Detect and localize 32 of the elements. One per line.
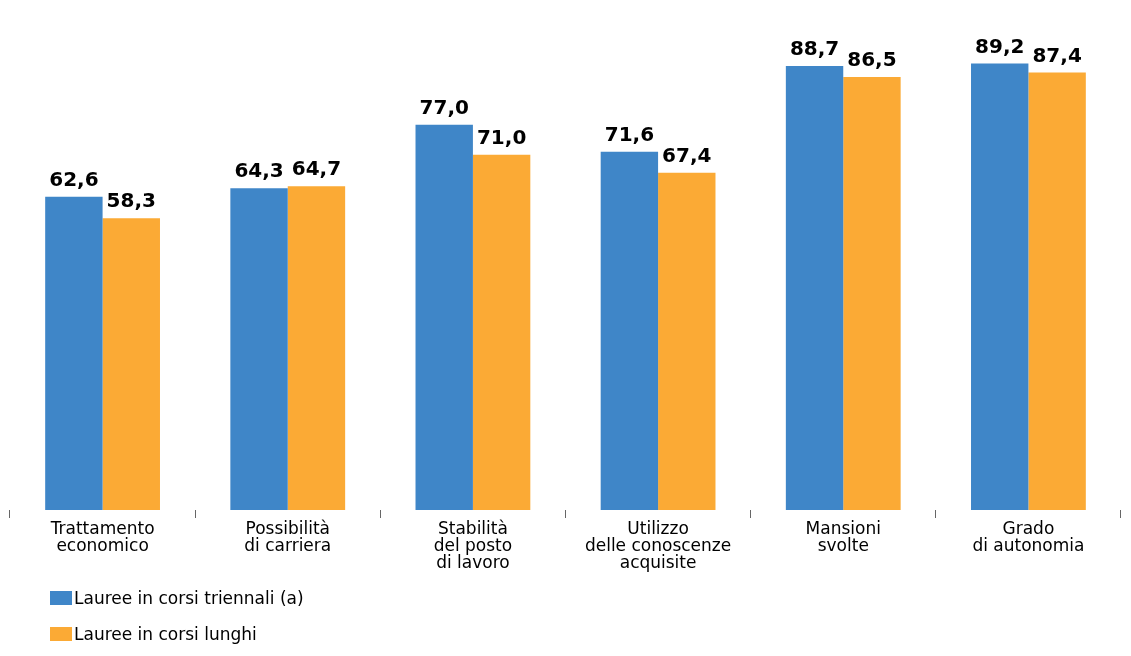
bar [472,154,531,510]
data-label: 89,2 [975,33,1025,58]
bar [600,151,659,510]
data-label: 77,0 [419,94,469,119]
bar [785,66,844,510]
x-tick-label: Utilizzo delle conoscenze acquisite [584,517,732,572]
bar [971,63,1029,510]
x-tick-label: Mansioni svolte [805,517,881,555]
bar [843,77,901,510]
data-label: 64,3 [234,158,284,183]
bar [102,218,160,510]
data-label: 87,4 [1032,42,1082,67]
bar [45,196,103,510]
data-label: 88,7 [789,36,840,61]
bar [415,124,473,510]
x-tick-label: Grado di autonomia [972,517,1085,555]
data-label: 71,6 [604,121,655,146]
bar [658,172,716,510]
bar [1028,72,1086,510]
bar [230,188,288,510]
x-tick-label: Trattamento economico [49,517,155,555]
x-tick-label: Stabilità del posto di lavoro [433,517,513,572]
legend-label: Lauree in corsi triennali (a) [74,588,304,608]
data-label: 58,3 [106,188,156,213]
bar [287,186,346,510]
data-label: 62,6 [49,166,99,191]
data-label: 86,5 [847,47,897,72]
data-label: 64,7 [291,156,342,181]
data-label: 67,4 [662,142,712,167]
data-label: 71,0 [476,124,527,149]
x-tick-label: Possibilità di carriera [244,517,332,555]
legend-label: Lauree in corsi lunghi [74,624,257,644]
